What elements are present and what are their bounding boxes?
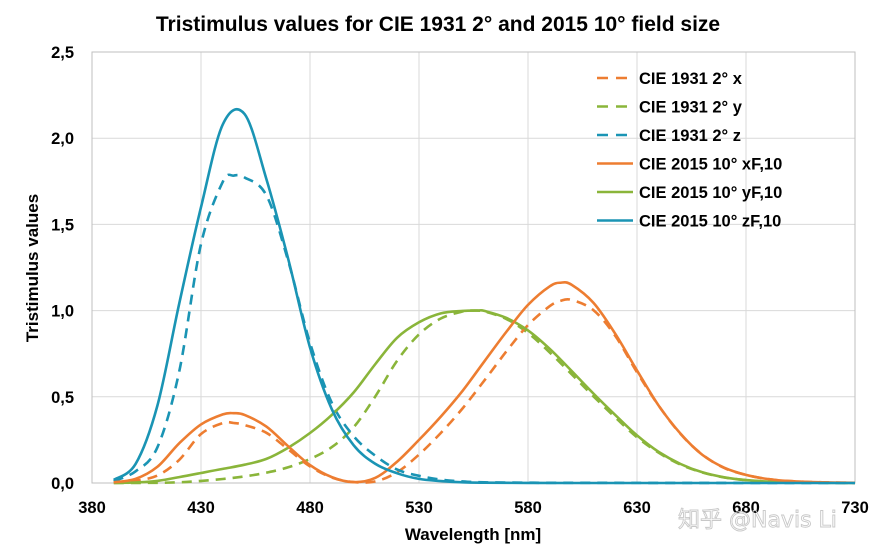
- legend-label: CIE 2015 10° yF,10: [639, 184, 782, 202]
- series-line-cie-1931-2-x: [113, 297, 856, 485]
- series-line-cie-2015-10-xf-10: [113, 281, 856, 485]
- y-tick-label: 2,0: [51, 130, 74, 148]
- x-tick-label: 580: [514, 499, 542, 517]
- x-tick-label: 630: [623, 499, 651, 517]
- series-line-cie-2015-10-yf-10: [113, 308, 856, 485]
- x-tick-labels: 380 430 480 530 580 630 680 730: [78, 499, 869, 517]
- y-tick-labels: 0,0 0,5 1,0 1,5 2,0 2,5: [51, 44, 74, 493]
- x-tick-label: 730: [841, 499, 869, 517]
- x-tick-label: 530: [405, 499, 433, 517]
- x-tick-label: 380: [78, 499, 106, 517]
- y-axis-label: Tristimulus values: [23, 194, 42, 342]
- legend-label: CIE 2015 10° xF,10: [639, 156, 782, 174]
- series-lines: [113, 107, 856, 485]
- series-line-cie-1931-2-z: [113, 173, 856, 485]
- legend-label: CIE 1931 2° z: [639, 127, 741, 145]
- y-tick-label: 1,0: [51, 303, 74, 321]
- legend-label: CIE 1931 2° x: [639, 70, 743, 88]
- legend: CIE 1931 2° x CIE 1931 2° y CIE 1931 2° z C…: [597, 70, 782, 231]
- grid: [91, 51, 856, 484]
- x-tick-label: 480: [296, 499, 324, 517]
- chart-title: Tristimulus values for CIE 1931 2° and 2…: [156, 13, 720, 36]
- y-tick-label: 0,0: [51, 475, 74, 493]
- legend-label: CIE 1931 2° y: [639, 99, 743, 117]
- x-tick-label: 680: [732, 499, 760, 517]
- watermark: 知乎 @Navis Li: [678, 508, 837, 533]
- y-tick-label: 1,5: [51, 216, 74, 234]
- x-axis-label: Wavelength [nm]: [405, 525, 541, 544]
- x-tick-label: 430: [187, 499, 215, 517]
- plot-area-frame: [91, 51, 856, 484]
- y-tick-label: 0,5: [51, 389, 74, 407]
- series-line-cie-2015-10-zf-10: [113, 107, 855, 485]
- legend-label: CIE 2015 10° zF,10: [639, 213, 781, 231]
- y-tick-label: 2,5: [51, 44, 74, 62]
